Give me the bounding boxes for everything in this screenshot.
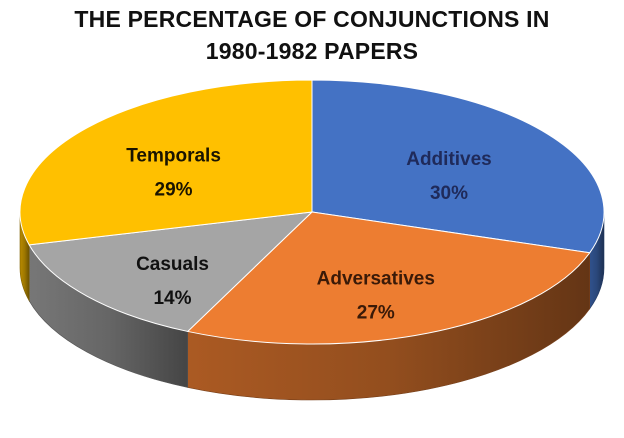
- pie-slice-adversatives: [186, 211, 591, 345]
- slice-name-label: Additives: [406, 149, 492, 170]
- pie-top-faces: [19, 79, 605, 345]
- slice-value-label: 27%: [357, 303, 395, 324]
- slice-value-label: 30%: [430, 183, 468, 204]
- pie-labels: Additives 30% Adversatives 27% Casuals 14% Tem…: [126, 145, 492, 323]
- slice-name-label: Casuals: [136, 254, 209, 275]
- chart-title-line-2: 1980-1982 PAPERS: [205, 38, 419, 64]
- pie-slice-casuals: [28, 211, 314, 332]
- chart-title-line-1: THE PERCENTAGE OF CONJUNCTIONS IN: [74, 6, 550, 32]
- slice-value-label: 29%: [155, 179, 193, 200]
- pie-side-walls: [19, 211, 605, 401]
- slice-value-label: 14%: [153, 288, 191, 309]
- pie-slice-temporals: [19, 79, 313, 246]
- pie-slice-additives: [311, 79, 605, 254]
- slice-name-label: Temporals: [126, 145, 221, 166]
- slice-name-label: Adversatives: [317, 269, 435, 290]
